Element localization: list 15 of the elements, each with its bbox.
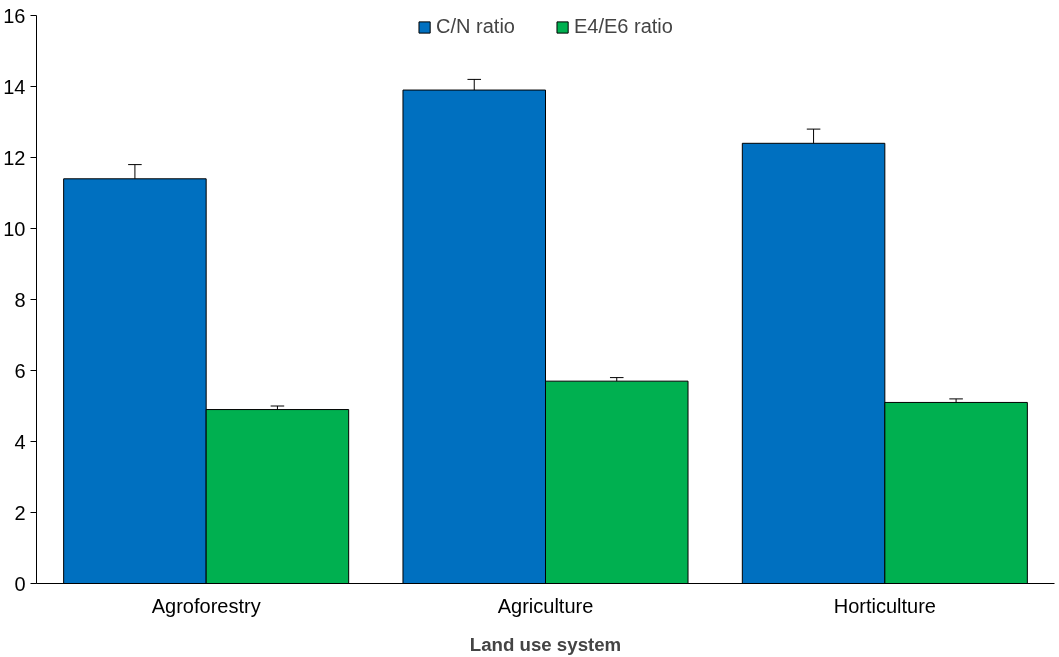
y-tick-label: 10 bbox=[3, 217, 26, 240]
x-tick-label: Agroforestry bbox=[151, 594, 261, 617]
y-tick-label: 12 bbox=[3, 146, 26, 169]
y-tick-label: 0 bbox=[14, 572, 26, 595]
y-tick-label: 4 bbox=[14, 430, 26, 453]
y-tick-label: 6 bbox=[14, 359, 26, 382]
y-tick-label: 8 bbox=[14, 288, 26, 311]
y-tick-label: 14 bbox=[3, 75, 26, 98]
y-tick-label: 2 bbox=[14, 501, 26, 524]
x-tick-label: Agriculture bbox=[497, 594, 594, 617]
x-tick-label: Horticulture bbox=[833, 594, 936, 617]
legend-label: E4/E6 ratio bbox=[573, 15, 673, 38]
x-axis-title: Land use system bbox=[469, 633, 622, 655]
legend-label: C/N ratio bbox=[436, 15, 515, 38]
y-tick-label: 16 bbox=[3, 4, 26, 27]
